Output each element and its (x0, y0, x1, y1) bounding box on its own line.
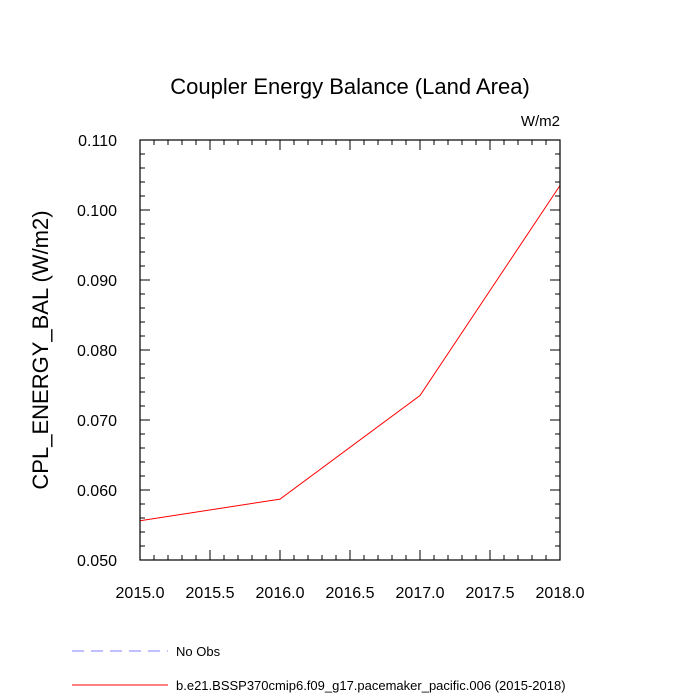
y-axis-label: CPL_ENERGY_BAL (W/m2) (28, 210, 53, 489)
y-tick-label: 0.090 (77, 273, 117, 290)
ticks-group (139, 139, 561, 561)
x-tick-label: 2016.0 (256, 585, 305, 602)
chart-title: Coupler Energy Balance (Land Area) (170, 74, 530, 99)
y-tick-label: 0.050 (77, 553, 117, 570)
x-tick-label: 2017.0 (396, 585, 445, 602)
series-group (139, 185, 561, 522)
x-tick-label: 2018.0 (536, 585, 585, 602)
x-tick-labels: 2015.0 2015.5 2016.0 2016.5 2017.0 2017.5 2018… (116, 585, 585, 602)
x-tick-label: 2015.0 (116, 585, 165, 602)
legend-label: b.e21.BSSP370cmip6.f09_g17.pacemaker_pac… (176, 678, 566, 693)
plot-frame (139, 139, 561, 561)
y-tick-label: 0.080 (77, 343, 117, 360)
x-tick-label: 2015.5 (186, 585, 235, 602)
y-tick-label: 0.060 (77, 483, 117, 500)
units-label: W/m2 (521, 113, 560, 130)
y-tick-label: 0.070 (77, 413, 117, 430)
y-tick-label: 0.100 (77, 203, 117, 220)
legend: No Obs b.e21.BSSP370cmip6.f09_g17.pacemak… (72, 644, 566, 693)
series-line (139, 185, 561, 522)
y-tick-label: 0.110 (78, 133, 117, 150)
x-tick-label: 2017.5 (466, 585, 515, 602)
x-tick-label: 2016.5 (326, 585, 375, 602)
legend-label: No Obs (176, 644, 221, 659)
y-tick-labels: 0.050 0.060 0.070 0.080 0.090 0.100 0.110 (77, 133, 117, 570)
